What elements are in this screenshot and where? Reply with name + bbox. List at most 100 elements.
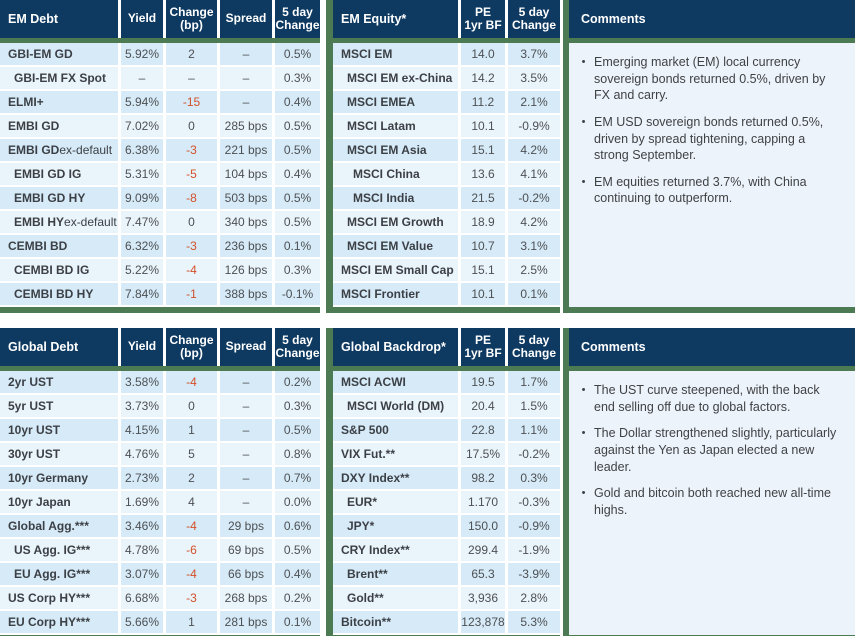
cell-value: 388 bps	[217, 283, 272, 305]
comment-text: EM USD sovereign bonds returned 0.5%, dr…	[594, 114, 824, 163]
cell-value: 5.94%	[118, 91, 163, 113]
row-label-text: Global Agg.***	[8, 519, 89, 533]
table-row-embi-gd: EMBI GD 7.02% 0 285 bps 0.5%	[0, 115, 320, 139]
comments-title: Comments	[569, 0, 855, 38]
table-row-dxy-index: DXY Index** 98.2 0.3%	[333, 467, 560, 491]
cell-value: 5.22%	[118, 259, 163, 281]
table-row-cry-index: CRY Index** 299.4 -1.9%	[333, 539, 560, 563]
table-row-gold: Gold** 3,936 2.8%	[333, 587, 560, 611]
header-accent-bar	[0, 366, 320, 371]
cell-value: 1	[163, 419, 217, 441]
cell-value: 0.0%	[272, 491, 320, 513]
row-label: MSCI EM Value	[333, 235, 458, 257]
row-label: GBI-EM GD	[0, 43, 118, 65]
cell-value: 4.15%	[118, 419, 163, 441]
cell-value: -8	[163, 187, 217, 209]
row-label: DXY Index**	[333, 467, 458, 489]
row-label: JPY*	[333, 515, 458, 537]
cell-value: 285 bps	[217, 115, 272, 137]
row-label: EU Agg. IG***	[0, 563, 118, 585]
cell-value: 14.0	[458, 43, 505, 65]
column-header-spread: Spread	[217, 0, 272, 38]
row-label: MSCI China	[333, 163, 458, 185]
row-label-text: MSCI EM Value	[347, 239, 434, 253]
cell-value: 0	[163, 211, 217, 233]
global-backdrop-body: MSCI ACWI 19.5 1.7% MSCI World (DM) 20.4 1.5%…	[333, 371, 560, 635]
row-label-text: GBI-EM GD	[8, 47, 73, 61]
table-row-msci-em-value: MSCI EM Value 10.7 3.1%	[333, 235, 560, 259]
cell-value: 1.1%	[505, 419, 560, 441]
table-bottom-bar	[0, 307, 320, 313]
table-title-em-equity: EM Equity*	[341, 12, 407, 26]
bullet-icon: •	[581, 175, 586, 188]
table-row-gbi-em-gd: GBI-EM GD 5.92% 2–0.5%	[0, 43, 320, 67]
row-label: MSCI EM ex-China	[333, 67, 458, 89]
comment-bullet: • The Dollar strengthened slightly, parti…	[579, 425, 839, 475]
cell-value: 1.170	[458, 491, 505, 513]
column-header-5-day-change: 5 day Change	[272, 0, 320, 38]
row-label-text: EMBI GD IG	[14, 167, 82, 181]
cell-value: –	[217, 43, 272, 65]
table-row-msci-em-asia: MSCI EM Asia 15.1 4.2%	[333, 139, 560, 163]
comment-bullet: • Emerging market (EM) local currency sov…	[579, 54, 839, 104]
row-label-text: MSCI China	[353, 167, 420, 181]
row-label-text: JPY*	[347, 519, 375, 533]
table-row-30yr-ust: 30yr UST 4.76% 5–0.8%	[0, 443, 320, 467]
cell-value: -3	[163, 587, 217, 609]
row-label-text: 30yr UST	[8, 447, 61, 461]
row-label-text: EMBI HY	[14, 215, 65, 229]
cell-value: 340 bps	[217, 211, 272, 233]
cell-value: 7.47%	[118, 211, 163, 233]
row-label-text: 5yr UST	[8, 399, 54, 413]
cell-value: 0.4%	[272, 163, 320, 185]
row-label-text: MSCI World (DM)	[347, 399, 445, 413]
em-debt-header-row: EM Debt Yield Change (bp) Spread 5 day Chang…	[0, 0, 320, 38]
header-accent-bar	[569, 366, 855, 371]
cell-value: –	[217, 91, 272, 113]
cell-value: 14.2	[458, 67, 505, 89]
row-label: 10yr UST	[0, 419, 118, 441]
cell-value: -1	[163, 283, 217, 305]
column-header-spread: Spread	[217, 328, 272, 366]
cell-value: 5.31%	[118, 163, 163, 185]
cell-value: 0.5%	[272, 211, 320, 233]
cell-value: 3.1%	[505, 235, 560, 257]
cell-value: 281 bps	[217, 611, 272, 633]
table-row-2yr-ust: 2yr UST 3.58% -4–0.2%	[0, 371, 320, 395]
row-label-text: ELMI+	[8, 95, 44, 109]
column-header-pe-1yr-bf: PE 1yr BF	[458, 0, 505, 38]
table-bottom-bar	[333, 307, 560, 313]
cell-value: 503 bps	[217, 187, 272, 209]
row-label-text: MSCI EMEA	[347, 95, 416, 109]
cell-value: -0.2%	[505, 443, 560, 465]
cell-value: 10.1	[458, 115, 505, 137]
cell-value: -6	[163, 539, 217, 561]
bullet-icon: •	[581, 56, 586, 68]
em-equity-table: EM Equity* PE 1yr BF 5 day Change MSCI EM 14…	[326, 0, 560, 313]
cell-value: 0.6%	[272, 515, 320, 537]
row-label: EU Corp HY***	[0, 611, 118, 633]
row-label-text: MSCI EM Asia	[347, 143, 427, 157]
cell-value: 18.9	[458, 211, 505, 233]
cell-value: 1.7%	[505, 371, 560, 393]
cell-value: 4.2%	[505, 139, 560, 161]
table-row-vix-fut: VIX Fut.** 17.5% -0.2%	[333, 443, 560, 467]
cell-value: 0.4%	[272, 563, 320, 585]
row-label-text: MSCI ACWI	[341, 375, 406, 389]
row-label-text: GBI-EM FX Spot	[14, 71, 106, 85]
cell-value: 0	[163, 395, 217, 417]
cell-value: 0.3%	[272, 259, 320, 281]
row-label-text: MSCI EM Growth	[347, 215, 444, 229]
cell-value: -4	[163, 563, 217, 585]
header-accent-bar	[569, 38, 855, 43]
cell-value: –	[118, 67, 163, 89]
row-label-text: EUR*	[347, 495, 378, 509]
cell-value: 3.5%	[505, 67, 560, 89]
comments-title: Comments	[569, 328, 855, 366]
row-label: 10yr Japan	[0, 491, 118, 513]
cell-value: 2	[163, 43, 217, 65]
row-label: MSCI India	[333, 187, 458, 209]
header-accent-bar	[0, 38, 320, 43]
cell-value: -0.1%	[272, 283, 320, 305]
row-label-text: MSCI EM ex-China	[347, 71, 453, 85]
